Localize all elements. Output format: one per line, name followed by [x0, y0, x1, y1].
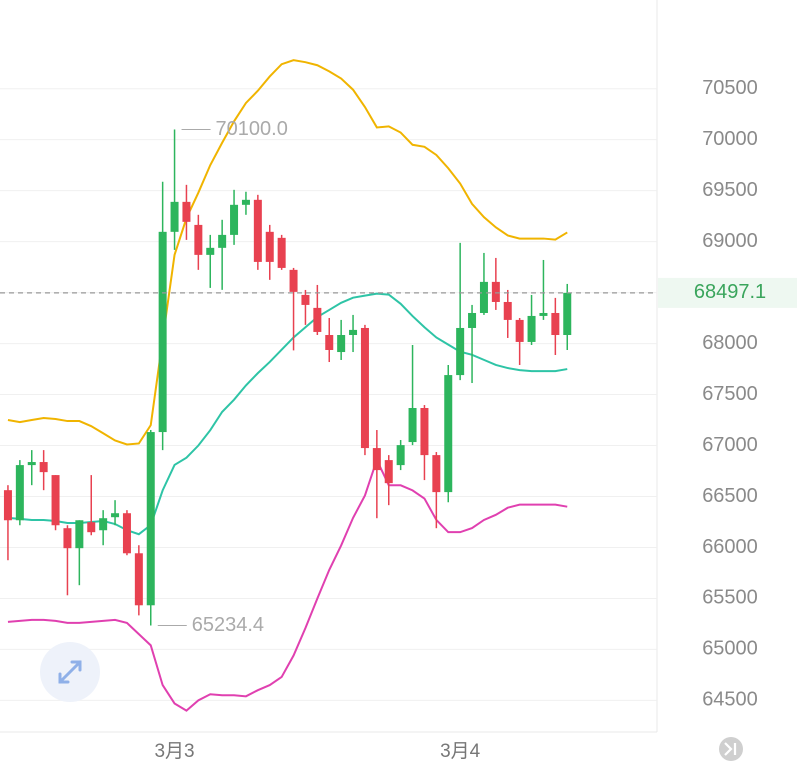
band-line	[7, 457, 568, 712]
candle-body	[182, 201, 191, 222]
candle-body	[277, 237, 286, 268]
candle-body	[122, 513, 131, 554]
y-tick-label: 67000	[702, 434, 758, 456]
candle-body	[241, 199, 250, 205]
candle-body	[313, 307, 322, 332]
y-tick-label: 68000	[702, 332, 758, 354]
candle-body	[39, 462, 48, 473]
candle-body	[337, 335, 346, 353]
expand-button[interactable]	[40, 642, 100, 702]
candle-body	[3, 490, 12, 521]
band-line	[7, 59, 568, 446]
extreme-label: 70100.0	[216, 118, 288, 140]
candle-body	[158, 231, 167, 433]
candle-body	[456, 327, 465, 376]
scroll-latest-button[interactable]	[719, 737, 743, 761]
scroll-latest-icon	[724, 742, 737, 756]
candle-body	[563, 292, 572, 336]
candle-body	[551, 312, 560, 336]
candle-body	[444, 375, 453, 493]
expand-icon	[58, 660, 82, 684]
candle-body	[360, 327, 369, 449]
candle-body	[432, 455, 441, 493]
candle-body	[146, 432, 155, 606]
candle-body	[468, 312, 477, 328]
candle-body	[408, 408, 417, 443]
y-tick-label: 69000	[702, 230, 758, 252]
candle-body	[527, 315, 536, 342]
y-tick-label: 65000	[702, 638, 758, 660]
candle-body	[325, 335, 334, 350]
x-tick-label: 3月3	[154, 741, 194, 762]
candle-body	[134, 553, 143, 606]
candle-body	[75, 520, 84, 549]
candle-body	[539, 312, 548, 316]
plot: 64500 65000 65500 66000 66500 67000 67500 68000…	[0, 59, 797, 762]
candle-body	[111, 513, 120, 518]
extreme-label: 65234.4	[192, 614, 264, 636]
y-tick-label: 65500	[702, 587, 758, 609]
candle-body	[265, 231, 274, 262]
y-tick-label: 66500	[702, 485, 758, 507]
candle-body	[230, 204, 239, 235]
candle-body	[289, 269, 298, 292]
last-price-box	[658, 277, 797, 308]
candle-body	[503, 301, 512, 320]
candle-body	[396, 445, 405, 466]
candle-body	[206, 247, 215, 255]
y-tick-label: 64500	[702, 689, 758, 711]
x-tick-label: 3月4	[440, 741, 481, 762]
candle-body	[253, 199, 262, 262]
candle-body	[479, 281, 488, 313]
y-tick-label: 66000	[702, 536, 758, 558]
candle-body	[491, 281, 500, 302]
candle-body	[170, 201, 179, 232]
candle-body	[420, 408, 429, 456]
candle-body	[301, 294, 310, 305]
candle-body	[63, 528, 72, 549]
y-tick-label: 70500	[702, 77, 758, 99]
last-price-label: 68497.1	[694, 281, 766, 303]
candle-body	[515, 319, 524, 342]
y-tick-label: 69500	[702, 179, 758, 201]
candle-body	[27, 462, 36, 466]
candle-body	[87, 522, 96, 533]
candle-body	[194, 224, 203, 255]
candle-body	[51, 475, 60, 526]
candle-body	[99, 518, 108, 531]
candle-body	[349, 329, 358, 336]
candle-body	[15, 465, 24, 521]
y-tick-label: 70000	[702, 128, 758, 150]
candle-body	[218, 234, 227, 248]
candle-body	[384, 460, 393, 484]
candle-body	[372, 448, 381, 471]
y-tick-label: 67500	[702, 383, 758, 405]
